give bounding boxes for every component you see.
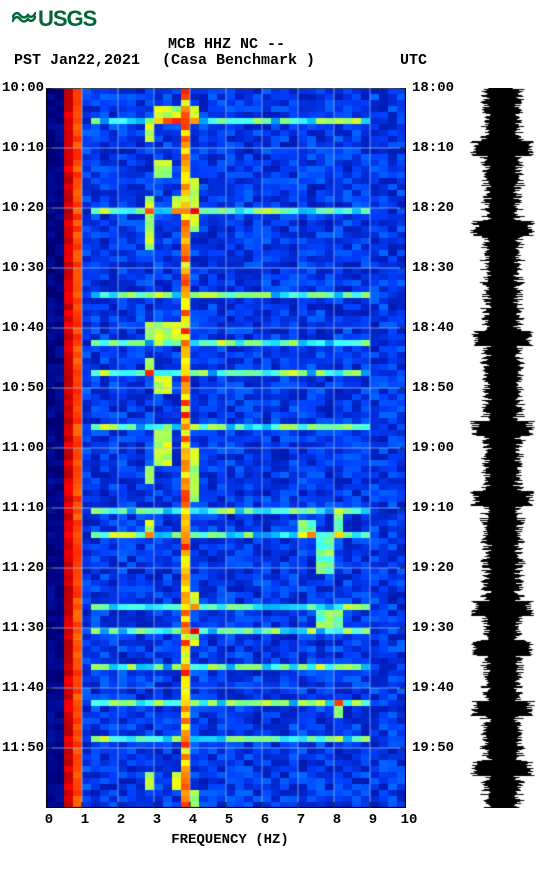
yaxis-right-tick: 18:00 [412,80,454,96]
yaxis-right-tick: 18:30 [412,260,454,276]
xaxis-label: FREQUENCY (HZ) [120,832,340,848]
yaxis-left-tick: 10:30 [0,260,44,276]
xaxis-tick: 6 [256,812,274,828]
xaxis-tick: 10 [400,812,418,828]
station-code: MCB HHZ NC -- [168,36,285,53]
yaxis-left-tick: 10:00 [0,80,44,96]
yaxis-right-tick: 19:50 [412,740,454,756]
yaxis-left-tick: 11:40 [0,680,44,696]
yaxis-right-tick: 18:40 [412,320,454,336]
usgs-text: USGS [38,6,96,31]
date: Jan22,2021 [50,52,140,69]
yaxis-left-tick: 10:10 [0,140,44,156]
xaxis-tick: 7 [292,812,310,828]
spectrogram-heatmap [46,88,406,808]
left-timezone: PST [14,52,41,69]
xaxis-tick: 2 [112,812,130,828]
yaxis-left-tick: 11:50 [0,740,44,756]
xaxis-tick: 1 [76,812,94,828]
xaxis-tick: 5 [220,812,238,828]
yaxis-right-tick: 18:50 [412,380,454,396]
yaxis-left-tick: 11:30 [0,620,44,636]
yaxis-left-tick: 10:20 [0,200,44,216]
yaxis-right-tick: 19:30 [412,620,454,636]
yaxis-right-tick: 19:40 [412,680,454,696]
yaxis-right-tick: 18:10 [412,140,454,156]
yaxis-right-tick: 19:10 [412,500,454,516]
xaxis-tick: 4 [184,812,202,828]
right-timezone: UTC [400,52,427,69]
yaxis-right-tick: 18:20 [412,200,454,216]
xaxis-tick: 0 [40,812,58,828]
yaxis-left-tick: 11:20 [0,560,44,576]
yaxis-left-tick: 11:00 [0,440,44,456]
yaxis-left-tick: 10:40 [0,320,44,336]
xaxis-tick: 3 [148,812,166,828]
yaxis-left-tick: 10:50 [0,380,44,396]
seismogram-waveform [470,88,535,808]
usgs-logo: USGS [12,6,96,32]
station-name: (Casa Benchmark ) [162,52,315,69]
yaxis-left-tick: 11:10 [0,500,44,516]
xaxis-tick: 9 [364,812,382,828]
xaxis-tick: 8 [328,812,346,828]
yaxis-right-tick: 19:00 [412,440,454,456]
yaxis-right-tick: 19:20 [412,560,454,576]
